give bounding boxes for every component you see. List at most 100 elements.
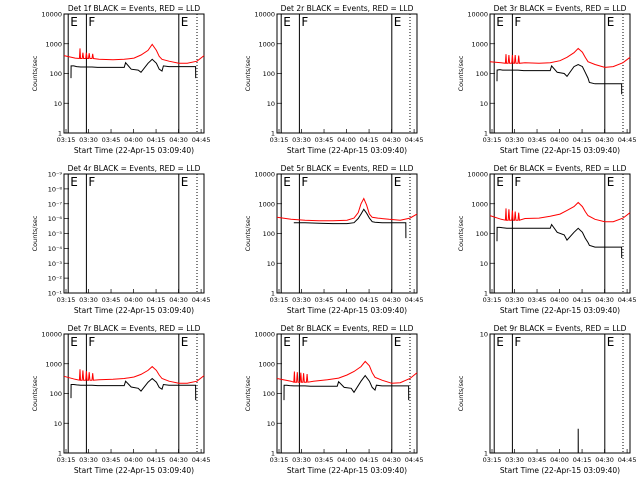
panel-det-1: Det 1f BLACK = Events, RED = LLD Start Ti… <box>31 4 210 155</box>
series-lld <box>489 201 631 223</box>
x-tick-label: 03:15 <box>483 136 502 144</box>
x-tick-label: 04:45 <box>192 296 211 304</box>
x-tick-label: 04:00 <box>124 136 143 144</box>
x-axis-label: Start Time (22-Apr-15 03:09:40) <box>74 306 194 315</box>
marker-label: E <box>283 335 291 349</box>
panel-title: Det 2r BLACK = Events, RED = LLD <box>281 4 414 13</box>
panel-title: Det 8r BLACK = Events, RED = LLD <box>281 324 414 333</box>
series-events <box>283 374 410 401</box>
x-tick-label: 04:00 <box>550 296 569 304</box>
x-tick-label: 04:00 <box>337 296 356 304</box>
x-tick-label: 03:15 <box>270 296 289 304</box>
x-tick-label: 04:30 <box>382 296 401 304</box>
panel-det-2: Det 2r BLACK = Events, RED = LLD Start Ti… <box>244 4 423 155</box>
plot-frame <box>276 333 418 454</box>
y-tick-label: 100 <box>476 70 488 78</box>
y-axis-label: Counts/sec <box>31 55 39 91</box>
y-tick-label: 10000 <box>41 331 62 339</box>
x-tick-label: 03:30 <box>505 456 524 464</box>
x-tick-label: 03:30 <box>292 136 311 144</box>
x-axis-label: Start Time (22-Apr-15 03:09:40) <box>500 466 620 475</box>
marker-label: E <box>394 335 402 349</box>
plot-frame <box>63 13 205 134</box>
y-tick-label: 1000 <box>471 40 488 48</box>
x-axis-label: Start Time (22-Apr-15 03:09:40) <box>500 306 620 315</box>
x-tick-label: 04:45 <box>618 456 637 464</box>
x-tick-label: 03:45 <box>315 136 334 144</box>
series-events <box>496 223 623 259</box>
panel-title: Det 5r BLACK = Events, RED = LLD <box>281 164 414 173</box>
x-tick-label: 04:15 <box>147 136 166 144</box>
x-tick-label: 04:00 <box>550 136 569 144</box>
x-tick-label: 03:30 <box>292 456 311 464</box>
marker-label: E <box>496 15 504 29</box>
x-tick-label: 04:00 <box>124 456 143 464</box>
x-tick-label: 03:30 <box>79 456 98 464</box>
x-tick-label: 04:45 <box>192 456 211 464</box>
y-tick-label: 100 <box>476 230 488 238</box>
y-tick-label: 10 <box>267 420 275 428</box>
y-tick-label: 10 <box>480 260 488 268</box>
marker-label: E <box>70 15 78 29</box>
panel-title: Det 7r BLACK = Events, RED = LLD <box>68 324 201 333</box>
panel-det-3: Det 3r BLACK = Events, RED = LLD Start Ti… <box>457 4 636 155</box>
x-tick-label: 04:45 <box>192 136 211 144</box>
y-tick-label: 1 <box>271 450 275 458</box>
series-events <box>70 58 197 79</box>
y-tick-label: 100 <box>50 390 62 398</box>
x-tick-label: 03:30 <box>505 136 524 144</box>
y-tick-label: 100 <box>50 70 62 78</box>
x-tick-label: 03:45 <box>315 296 334 304</box>
marker-label: F <box>514 335 521 349</box>
y-tick-label: 100 <box>263 390 275 398</box>
y-tick-label: 10⁻² <box>48 275 63 283</box>
x-tick-label: 04:30 <box>595 456 614 464</box>
plot-frame <box>489 333 631 454</box>
x-tick-label: 04:45 <box>618 296 637 304</box>
series-events <box>496 63 623 95</box>
x-tick-label: 03:30 <box>292 296 311 304</box>
plot-frame <box>63 173 205 294</box>
x-tick-label: 03:45 <box>102 456 121 464</box>
x-tick-label: 04:30 <box>595 136 614 144</box>
y-axis-label: Counts/sec <box>457 375 465 411</box>
x-tick-label: 03:45 <box>102 296 121 304</box>
y-tick-label: 10000 <box>41 11 62 19</box>
y-tick-label: 1000 <box>45 40 62 48</box>
marker-label: E <box>496 175 504 189</box>
y-tick-label: 10⁻¹ <box>48 290 63 298</box>
panel-title: Det 9r BLACK = Events, RED = LLD <box>494 324 627 333</box>
x-tick-label: 04:15 <box>360 296 379 304</box>
marker-label: F <box>88 335 95 349</box>
x-tick-label: 03:15 <box>270 456 289 464</box>
y-tick-label: 10000 <box>467 11 488 19</box>
x-tick-label: 04:00 <box>124 296 143 304</box>
marker-label: E <box>394 15 402 29</box>
x-tick-label: 03:45 <box>102 136 121 144</box>
panel-det-8: Det 8r BLACK = Events, RED = LLD Start Ti… <box>244 324 423 475</box>
x-tick-label: 04:45 <box>405 456 424 464</box>
y-tick-label: 10000 <box>254 331 275 339</box>
y-tick-label: 1000 <box>471 200 488 208</box>
panel-title: Det 3r BLACK = Events, RED = LLD <box>494 4 627 13</box>
x-tick-label: 04:45 <box>405 296 424 304</box>
x-tick-label: 03:45 <box>528 456 547 464</box>
y-tick-label: 100 <box>263 70 275 78</box>
plot-frame <box>276 13 418 134</box>
x-tick-label: 04:15 <box>573 136 592 144</box>
series-lld <box>63 365 205 384</box>
marker-label: E <box>607 175 615 189</box>
x-tick-label: 03:15 <box>483 456 502 464</box>
x-tick-label: 04:30 <box>382 456 401 464</box>
x-axis-label: Start Time (22-Apr-15 03:09:40) <box>287 146 407 155</box>
marker-label: F <box>88 175 95 189</box>
y-tick-label: 10⁻⁶ <box>48 215 63 223</box>
y-axis-label: Counts/sec <box>457 215 465 251</box>
plot-frame <box>489 13 631 134</box>
x-tick-label: 04:00 <box>337 136 356 144</box>
x-tick-label: 03:15 <box>57 136 76 144</box>
panel-title: Det 6r BLACK = Events, RED = LLD <box>494 164 627 173</box>
y-tick-label: 1 <box>271 130 275 138</box>
x-tick-label: 04:15 <box>360 456 379 464</box>
